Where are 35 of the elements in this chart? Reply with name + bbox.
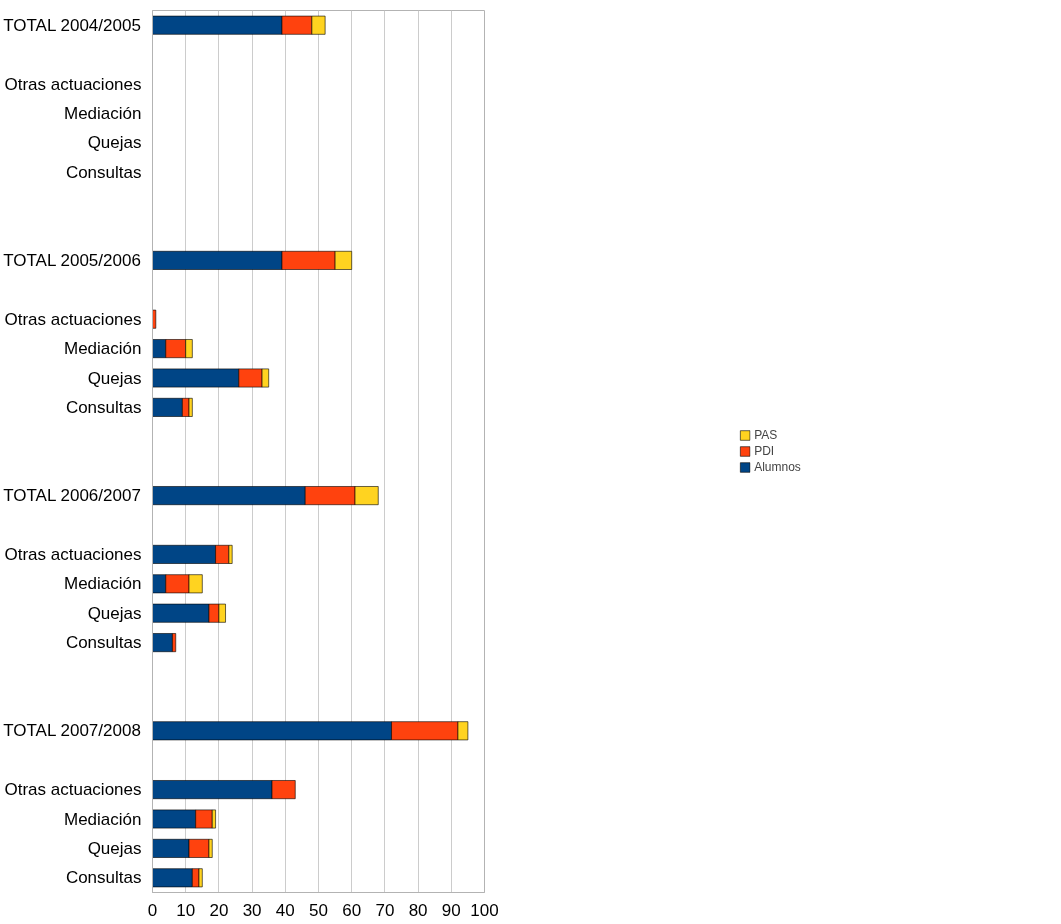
x-tick-label: 0 — [147, 900, 158, 920]
y-tick-label: Otras actuaciones — [4, 544, 142, 564]
y-tick-label: Otras actuaciones — [4, 309, 142, 329]
y-tick-label: Mediación — [64, 103, 142, 123]
y-tick-label: Otras actuaciones — [4, 780, 142, 800]
y-tick-label: Quejas — [87, 133, 142, 153]
y-tick-label: Consultas — [65, 868, 142, 888]
x-tick-label: 20 — [209, 900, 229, 920]
y-tick-label: Otras actuaciones — [4, 74, 142, 94]
legend-label: PDI — [754, 444, 775, 458]
y-tick-label: TOTAL 2005/2006 — [3, 250, 141, 270]
y-tick-label: Mediación — [64, 809, 142, 829]
x-tick-label: 60 — [342, 900, 362, 920]
x-tick-label: 90 — [441, 900, 461, 920]
x-tick-label: 50 — [309, 900, 328, 920]
y-tick-label: Mediación — [64, 339, 142, 359]
y-tick-label: Quejas — [87, 603, 142, 623]
y-tick-label: Quejas — [87, 838, 142, 858]
y-tick-label: Consultas — [65, 162, 142, 182]
y-tick-label: TOTAL 2004/2005 — [3, 15, 141, 35]
bar — [152, 633, 173, 653]
x-tick-label: 40 — [275, 900, 295, 920]
x-tick-label: 30 — [242, 900, 262, 920]
y-tick-label: Mediación — [64, 574, 142, 594]
x-tick-label: 10 — [176, 900, 196, 920]
y-tick-label: Consultas — [65, 633, 142, 653]
x-tick-label: 100 — [470, 900, 499, 920]
y-tick-label: Consultas — [65, 397, 142, 417]
legend-label: Alumnos — [754, 460, 801, 474]
x-tick-label: 80 — [408, 900, 428, 920]
x-tick-label: 70 — [375, 900, 395, 920]
y-tick-label: TOTAL 2006/2007 — [3, 486, 141, 506]
legend-label: PAS — [754, 428, 778, 442]
y-tick-label: Quejas — [87, 368, 142, 388]
y-tick-label: TOTAL 2007/2008 — [3, 721, 141, 741]
